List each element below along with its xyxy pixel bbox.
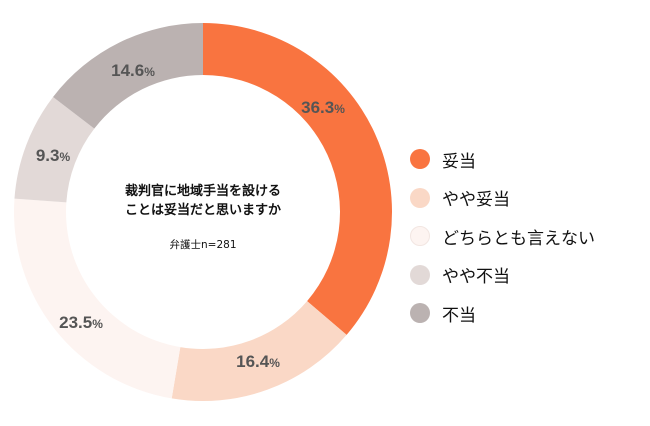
label-unit: % bbox=[269, 356, 280, 370]
legend-label: どちらとも言えない bbox=[442, 228, 595, 249]
slice-futou bbox=[53, 23, 204, 129]
legend-swatch-icon bbox=[410, 303, 430, 324]
label-value: 23.5 bbox=[59, 313, 93, 332]
legend-item-dochiratomo: どちらとも言えない bbox=[410, 217, 595, 256]
slice-label-dochiratomo: 23.5% bbox=[59, 313, 103, 333]
slice-label-yaya-futou: 9.3% bbox=[36, 146, 70, 166]
legend-item-daitou: 妥当 bbox=[410, 140, 595, 179]
label-value: 36.3 bbox=[301, 98, 335, 117]
legend-item-yaya-daitou: やや妥当 bbox=[410, 179, 595, 218]
slice-label-futou: 14.6% bbox=[111, 61, 155, 81]
label-value: 16.4 bbox=[236, 352, 270, 371]
legend-label: やや妥当 bbox=[442, 190, 510, 211]
slice-label-yaya-daitou: 16.4% bbox=[236, 352, 280, 372]
slice-label-daitou: 36.3% bbox=[301, 98, 345, 118]
label-unit: % bbox=[144, 65, 155, 79]
label-value: 14.6 bbox=[111, 61, 145, 80]
label-unit: % bbox=[92, 317, 103, 331]
slice-daitou bbox=[203, 23, 392, 335]
label-value: 9.3 bbox=[35, 146, 60, 165]
chart-title: 裁判官に地域手当を設ける ことは妥当だと思いますか bbox=[88, 182, 318, 220]
sample-size: 弁護士n=281 bbox=[169, 239, 237, 251]
legend-item-futou: 不当 bbox=[410, 294, 595, 333]
chart-title-line2: ことは妥当だと思いますか bbox=[124, 203, 281, 218]
chart-title-line1: 裁判官に地域手当を設ける bbox=[124, 184, 281, 199]
legend-swatch-icon bbox=[410, 149, 430, 170]
legend: 妥当 やや妥当 どちらとも言えない やや不当 不当 bbox=[410, 140, 595, 333]
slice-yaya-daitou bbox=[171, 301, 347, 401]
label-unit: % bbox=[334, 102, 345, 116]
slice-yaya-futou bbox=[14, 96, 95, 203]
label-unit: % bbox=[59, 150, 71, 164]
legend-swatch-icon bbox=[410, 187, 430, 208]
legend-label: やや不当 bbox=[442, 267, 510, 288]
legend-label: 妥当 bbox=[442, 151, 476, 172]
legend-label: 不当 bbox=[442, 305, 476, 326]
legend-item-yaya-futou: やや不当 bbox=[410, 256, 595, 295]
slice-dochiratomo bbox=[14, 198, 181, 399]
legend-swatch-icon bbox=[410, 264, 430, 285]
legend-swatch-icon bbox=[410, 226, 430, 247]
